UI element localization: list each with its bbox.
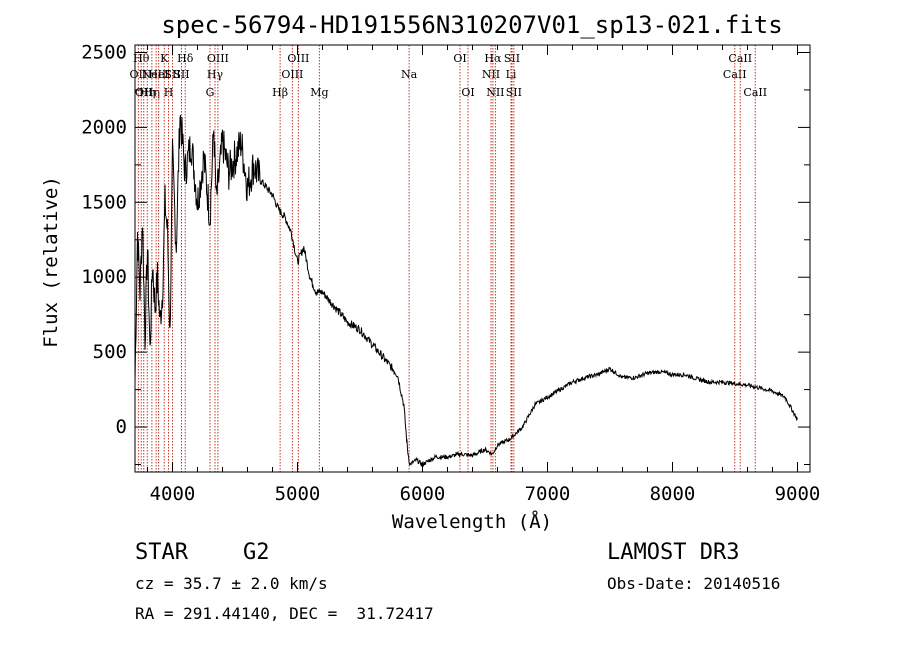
x-tick-label: 4000 — [150, 483, 196, 505]
spectral-line-label: Hη — [144, 86, 160, 99]
survey-name: LAMOST DR3 — [607, 540, 740, 565]
spectral-line-label: OI — [453, 52, 466, 65]
spectral-line-label: H — [164, 86, 174, 99]
spectral-line-label: OIII — [287, 52, 309, 65]
spectral-line-label: NII — [486, 86, 504, 99]
x-tick-label: 9000 — [775, 483, 821, 505]
x-tick-label: 8000 — [650, 483, 696, 505]
spectral-line-label: Na — [401, 68, 418, 81]
obs-date: Obs-Date: 20140516 — [607, 574, 781, 593]
spectral-line-label: CaII — [743, 86, 767, 99]
spectral-line-label: Hα — [484, 52, 502, 65]
spectral-line-label: OIII — [281, 68, 303, 81]
spectral-line-label: Li — [506, 68, 517, 81]
x-tick-label: 5000 — [275, 483, 321, 505]
chart-title: spec-56794-HD191556N310207V01_sp13-021.f… — [161, 11, 782, 39]
plot-frame — [134, 44, 811, 473]
spectral-line-label: Hθ — [133, 52, 150, 65]
spectral-line-label: K — [160, 52, 169, 65]
spectral-line-label: SII — [506, 86, 522, 99]
spectral-line-label: OII — [135, 86, 153, 99]
spectral-line-label: OI — [461, 86, 474, 99]
object-class: STAR — [135, 540, 188, 565]
y-tick-label: 500 — [93, 341, 127, 363]
flux-series-line — [134, 115, 798, 468]
x-tick-label: 7000 — [525, 483, 571, 505]
spectral-line-label: Hη — [139, 86, 155, 99]
spectral-line-label: NeIII — [142, 68, 171, 81]
y-tick-label: 2500 — [81, 41, 127, 63]
spectral-line-label: OII — [130, 68, 148, 81]
redshift-text: cz = 35.7 ± 2.0 km/s — [135, 574, 328, 593]
spectral-line-label: CaII — [723, 68, 747, 81]
spectral-line-label: Mg — [310, 86, 328, 99]
spectral-line-label: G — [206, 86, 215, 99]
spectral-line-markers: OIIHθOIIHηHηNeIIIHeIKHSIISIIHδGHγOIIIHβO… — [130, 45, 767, 472]
spectral-line-label: HeI — [148, 68, 168, 81]
spectral-line-label: Hβ — [272, 86, 288, 99]
spectral-line-label: NII — [482, 68, 500, 81]
coordinates: RA = 291.44140, DEC = 31.72417 — [135, 604, 434, 623]
spectral-line-label: Hδ — [177, 52, 194, 65]
object-subclass: G2 — [243, 540, 270, 565]
axes: 4000 5000 6000 7000 8000 9000 0 500 1000 1500 2000… — [81, 41, 820, 505]
y-tick-label: 1500 — [81, 191, 127, 213]
y-tick-label: 2000 — [81, 116, 127, 138]
y-axis-label: Flux (relative) — [40, 176, 62, 348]
y-tick-label: 1000 — [81, 266, 127, 288]
spectral-line-label: CaII — [728, 52, 752, 65]
spectral-line-label: SII — [504, 52, 520, 65]
x-axis-label: Wavelength (Å) — [392, 510, 552, 533]
spectral-line-label: OIII — [207, 52, 229, 65]
spectral-line-label: SII — [173, 68, 189, 81]
x-tick-label: 6000 — [400, 483, 446, 505]
y-tick-label: 0 — [116, 416, 127, 438]
spectral-line-label: Hγ — [207, 68, 224, 81]
spectral-line-label: SII — [164, 68, 180, 81]
